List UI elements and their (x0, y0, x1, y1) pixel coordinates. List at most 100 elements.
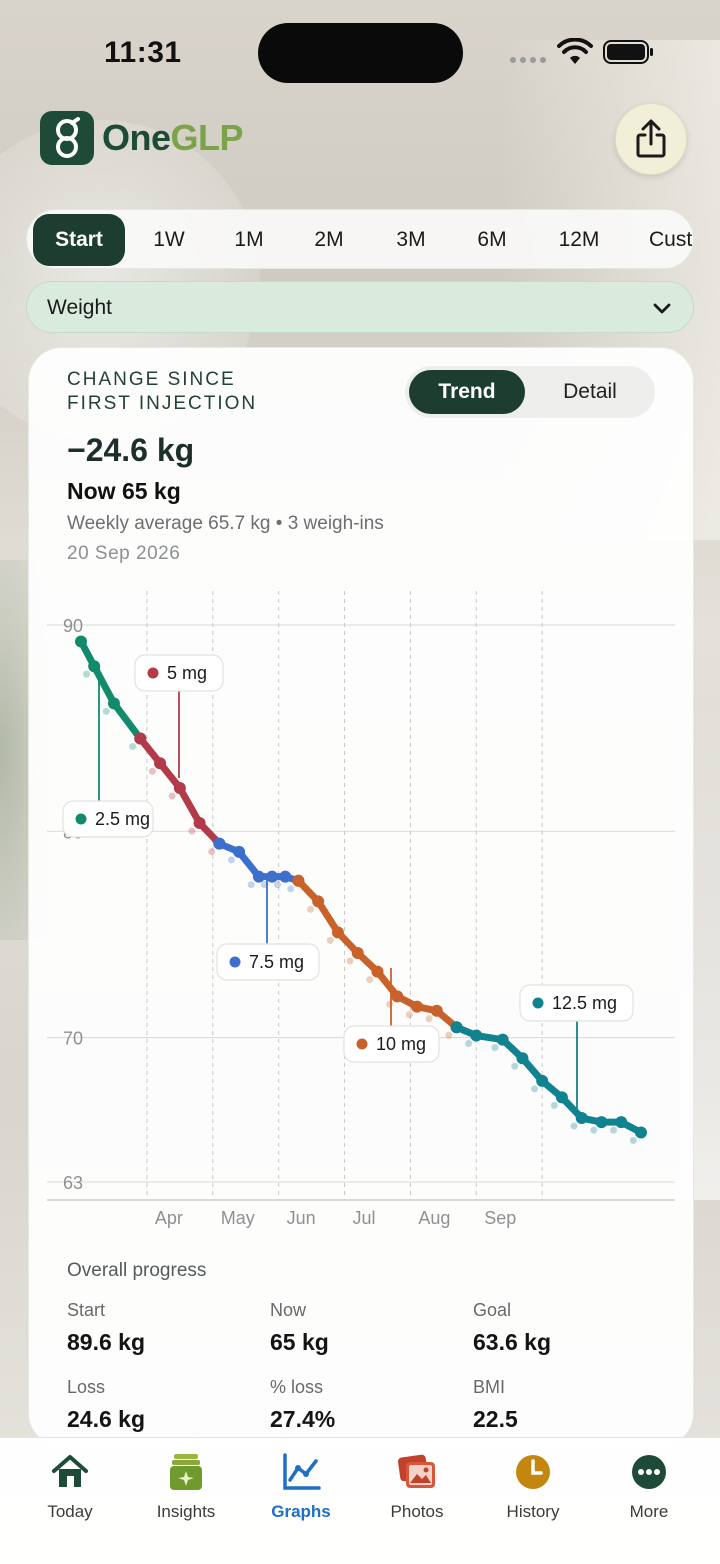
data-point (496, 1033, 509, 1046)
share-icon (636, 119, 666, 158)
weight-chart[interactable]: 90807063AprMayJunJulAugSep2.5 mg5 mg7.5 … (29, 348, 695, 1248)
line-chart-icon (283, 1453, 321, 1490)
view-toggle: Trend Detail (405, 366, 655, 418)
photos-icon (397, 1454, 435, 1488)
dose-callout-label: 5 mg (167, 663, 207, 683)
wifi-icon (557, 38, 593, 64)
toggle-detail[interactable]: Detail (563, 380, 617, 403)
status-time: 11:31 (104, 36, 182, 69)
raw-point (129, 742, 137, 750)
app-name: OneGLP (102, 117, 244, 158)
app-logo: OneGLP (40, 110, 244, 166)
dose-callout-dot (356, 1038, 368, 1050)
stat-bmi: BMI 22.5 (473, 1377, 518, 1432)
dynamic-island (258, 23, 463, 83)
raw-point (629, 1136, 637, 1144)
raw-point (168, 792, 176, 800)
dose-callout-box (216, 943, 320, 981)
raw-point (511, 1062, 519, 1070)
status-bar: 11:31 (0, 0, 720, 100)
tab-insights[interactable]: Insights (131, 1452, 241, 1522)
range-tab-12m[interactable]: 12M (558, 228, 600, 251)
y-tick-label: 70 (63, 1029, 83, 1049)
range-tab-2m[interactable]: 2M (314, 228, 344, 251)
raw-point (590, 1126, 598, 1134)
raw-point (346, 957, 354, 965)
data-point (411, 1000, 423, 1013)
raw-point (570, 1122, 578, 1130)
raw-point (530, 1085, 538, 1093)
dose-callout-box (343, 1025, 440, 1063)
raw-point (405, 1011, 413, 1019)
raw-point (227, 856, 235, 864)
data-point (154, 757, 167, 770)
ellipsis-circle-icon (632, 1455, 666, 1489)
current-weight: Now 65 kg (67, 478, 181, 504)
stat-percent-loss: % loss 27.4% (270, 1377, 336, 1432)
raw-point (465, 1040, 473, 1048)
dose-callout-box (519, 984, 634, 1022)
metric-label: Weight (47, 296, 112, 319)
dose-callout-label: 7.5 mg (249, 952, 304, 972)
dose-callout-box (134, 654, 224, 692)
data-point (292, 874, 305, 887)
x-tick-label: Sep (484, 1208, 516, 1228)
dose-callout-dot (532, 997, 544, 1009)
data-point (635, 1126, 647, 1139)
raw-point (287, 885, 295, 893)
dose-callout-label: 2.5 mg (95, 809, 150, 829)
data-point (279, 870, 292, 883)
tab-more[interactable]: More (594, 1452, 704, 1522)
cellular-signal-icon (510, 57, 546, 63)
selected-date: 20 Sep 2026 (67, 543, 181, 564)
raw-point (208, 848, 216, 856)
data-point (213, 837, 226, 850)
raw-point (425, 1015, 433, 1023)
data-point (615, 1116, 628, 1129)
weekly-average: Weekly average 65.7 kg • 3 weigh-ins (67, 513, 384, 534)
tab-photos[interactable]: Photos (362, 1452, 472, 1522)
house-icon (52, 1455, 88, 1487)
dose-callout-label: 12.5 mg (552, 993, 617, 1013)
range-tab-1m[interactable]: 1M (234, 228, 264, 251)
card-caption: CHANGE SINCE FIRST INJECTION (67, 369, 258, 414)
data-point (252, 870, 265, 883)
range-tab-custom[interactable]: Custom (649, 228, 693, 251)
range-tab-1w[interactable]: 1W (153, 228, 185, 251)
stat-loss: Loss 24.6 kg (67, 1377, 145, 1432)
data-point (516, 1052, 529, 1065)
share-button[interactable] (615, 103, 687, 175)
sparkle-stack-icon (170, 1454, 202, 1490)
x-tick-label: May (221, 1208, 255, 1228)
tab-today[interactable]: Today (15, 1452, 125, 1522)
range-tab-3m[interactable]: 3M (396, 228, 426, 251)
tab-history[interactable]: History (478, 1452, 588, 1522)
data-point (134, 732, 147, 745)
dose-callout-label: 10 mg (376, 1034, 426, 1054)
range-tab-6m[interactable]: 6M (477, 228, 507, 251)
data-point (470, 1029, 483, 1042)
raw-point (306, 905, 314, 913)
data-point (536, 1074, 549, 1087)
dose-callout-dot (229, 956, 241, 968)
raw-point (188, 827, 196, 835)
dose-callout-box (62, 800, 154, 838)
data-point (351, 947, 364, 960)
toggle-trend[interactable]: Trend (409, 370, 525, 414)
x-tick-label: Jun (287, 1208, 316, 1228)
dose-callout-dot (147, 667, 159, 679)
y-tick-label: 63 (63, 1173, 83, 1193)
logo-icon (40, 111, 94, 165)
data-point (193, 817, 206, 830)
metric-dropdown[interactable]: Weight (26, 281, 694, 333)
data-point (555, 1091, 568, 1104)
raw-point (550, 1101, 558, 1109)
y-tick-label: 90 (63, 616, 83, 636)
stat-start: Start 89.6 kg (67, 1300, 145, 1355)
raw-point (148, 767, 156, 775)
raw-point (326, 936, 334, 944)
raw-point (491, 1044, 499, 1052)
tab-graphs[interactable]: Graphs (246, 1452, 356, 1522)
progress-title: Overall progress (67, 1260, 207, 1281)
range-tab-start[interactable]: Start (33, 214, 125, 266)
